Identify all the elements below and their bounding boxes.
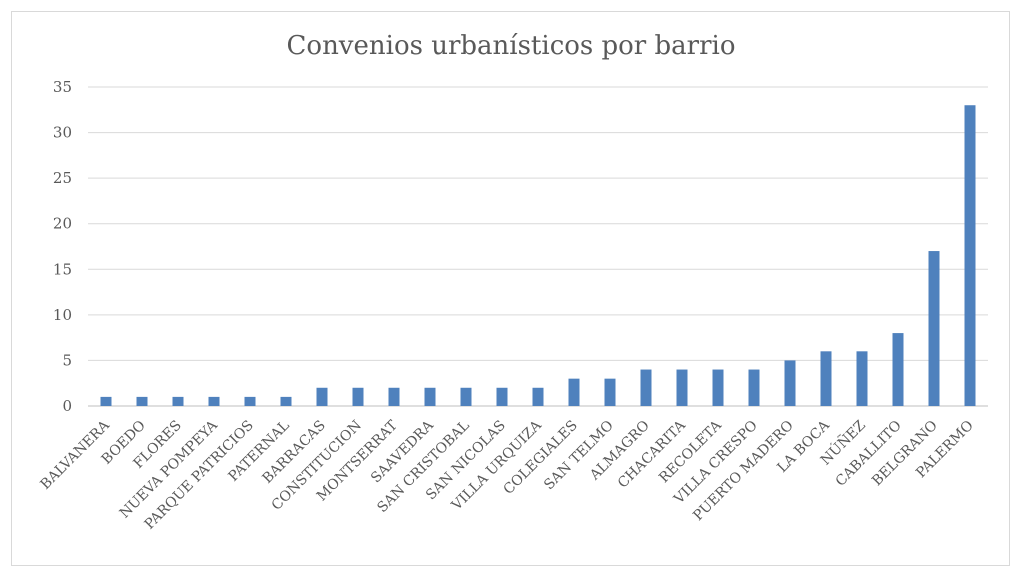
y-axis-ticks: 0 5 10 15 20 25 30 35 bbox=[53, 78, 72, 415]
bar bbox=[424, 387, 436, 406]
bar bbox=[784, 360, 796, 406]
y-tick-label: 30 bbox=[53, 124, 72, 142]
bar bbox=[568, 378, 580, 406]
y-tick-label: 15 bbox=[53, 260, 72, 278]
bar bbox=[820, 351, 832, 406]
bar bbox=[928, 251, 940, 406]
bar bbox=[316, 387, 328, 406]
y-tick-label: 20 bbox=[53, 215, 72, 233]
bar bbox=[532, 387, 544, 406]
bar bbox=[100, 396, 112, 406]
chart-title: Convenios urbanísticos por barrio bbox=[287, 31, 736, 61]
bar bbox=[604, 378, 616, 406]
bar bbox=[352, 387, 364, 406]
bar bbox=[892, 333, 904, 406]
chart-frame bbox=[11, 11, 1010, 566]
bar bbox=[964, 105, 976, 406]
bar bbox=[280, 396, 292, 406]
bar bbox=[388, 387, 400, 406]
y-tick-label: 25 bbox=[53, 169, 72, 187]
y-tick-label: 5 bbox=[62, 351, 72, 369]
y-tick-label: 0 bbox=[62, 397, 72, 415]
bar bbox=[856, 351, 868, 406]
bar bbox=[460, 387, 472, 406]
bar bbox=[676, 369, 688, 406]
bar bbox=[136, 396, 148, 406]
bar bbox=[712, 369, 724, 406]
bar bbox=[208, 396, 220, 406]
bar bbox=[172, 396, 184, 406]
bar bbox=[640, 369, 652, 406]
bar bbox=[748, 369, 760, 406]
bar bbox=[496, 387, 508, 406]
bars bbox=[100, 105, 976, 406]
y-tick-label: 35 bbox=[53, 78, 72, 96]
y-tick-label: 10 bbox=[53, 306, 72, 324]
gridlines bbox=[88, 86, 988, 407]
bar bbox=[244, 396, 256, 406]
